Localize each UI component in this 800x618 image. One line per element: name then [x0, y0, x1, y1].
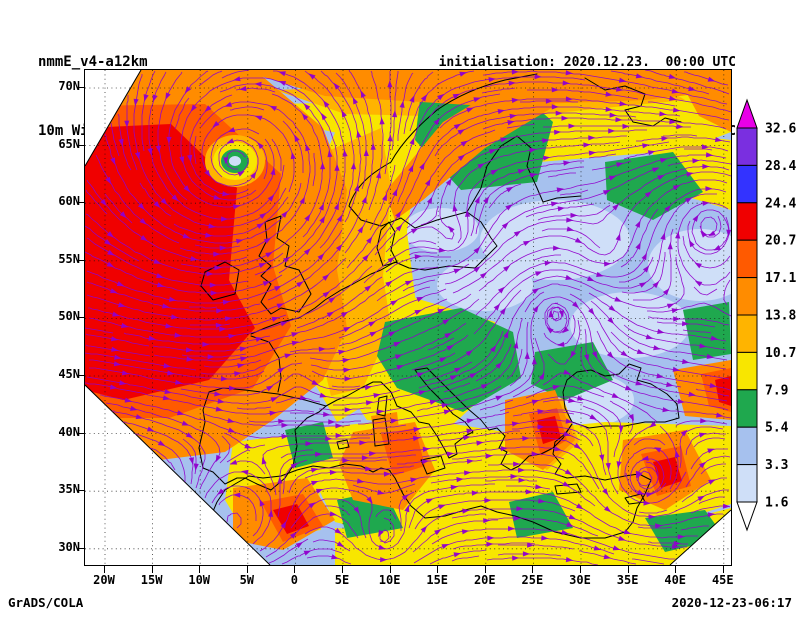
lat-label-40N: 40N: [58, 424, 80, 439]
colorbar-segment: [736, 314, 758, 353]
lon-label-15E: 15E: [426, 573, 449, 587]
lat-label-70N: 70N: [58, 79, 80, 93]
lat-tick: [77, 202, 84, 204]
lon-label-10E: 10E: [378, 573, 401, 587]
lon-label-0: 0: [290, 573, 298, 587]
lat-label-30N: 30N: [58, 539, 80, 554]
wind-shading-layer: [85, 70, 731, 565]
colorbar-segment: [736, 239, 758, 279]
colorbar-label-5.4: 5.4: [765, 421, 789, 436]
colorbar-segment: [736, 351, 758, 391]
lon-tick: [437, 566, 439, 573]
lat-label-50N: 50N: [58, 309, 80, 324]
colorbar-label-20.7: 20.7: [765, 234, 796, 249]
map-frame: [84, 69, 732, 566]
colorbar-segment: [736, 127, 758, 166]
lon-tick: [104, 566, 105, 573]
lon-tick: [294, 566, 296, 573]
colorbar-legend: 32.6 28.4 24.4 20.7 17.1 13.8 10.7 7.9 5.4 3.3 1.6: [736, 98, 796, 532]
colorbar-label-1.6: 1.6: [765, 496, 789, 511]
colorbar-label-32.6: 32.6: [765, 122, 796, 137]
colorbar-segment: [736, 389, 758, 428]
colorbar-segment: [736, 202, 758, 241]
lon-tick: [532, 566, 534, 573]
model-title: nmmE_v4-a12km: [38, 54, 148, 70]
lat-label-35N: 35N: [58, 482, 80, 497]
lon-label-30E: 30E: [569, 573, 591, 587]
lon-tick: [199, 566, 201, 573]
colorbar-bottom-arrow: [736, 501, 758, 532]
streamlines-layer: [85, 70, 731, 565]
colorbar-label-3.3: 3.3: [765, 458, 788, 473]
lon-label-10W: 10W: [188, 573, 211, 587]
lat-tick: [77, 87, 84, 88]
lon-tick: [151, 566, 153, 573]
domain-boundary-layer: [85, 70, 731, 565]
colorbar-label-24.4: 24.4: [765, 196, 796, 211]
lat-tick: [77, 259, 84, 261]
grads-credit: GrADS/COLA: [8, 595, 84, 610]
lon-tick: [389, 566, 391, 573]
lat-tick: [77, 317, 84, 319]
lon-tick: [246, 566, 248, 573]
lon-label-5W: 5W: [239, 573, 255, 587]
colorbar-top-arrow: [736, 98, 758, 129]
creation-timestamp: 2020-12-23-06:17: [671, 595, 792, 610]
lat-label-55N: 55N: [58, 251, 80, 266]
colorbar-segment: [736, 164, 758, 204]
lat-tick: [77, 375, 84, 376]
colorbar-label-13.8: 13.8: [765, 309, 796, 324]
lon-tick: [675, 566, 677, 573]
lat-tick: [77, 490, 84, 492]
lat-tick: [77, 432, 84, 434]
lon-tick: [484, 566, 486, 573]
lat-label-65N: 65N: [58, 136, 80, 151]
colorbar-label-7.9: 7.9: [765, 383, 788, 398]
lon-label-25E: 25E: [521, 573, 544, 587]
colorbar-segment: [736, 277, 758, 316]
lat-tick: [77, 144, 84, 146]
lon-label-45E: 45E: [711, 573, 734, 587]
lat-label-60N: 60N: [58, 194, 80, 209]
lon-label-15W: 15W: [140, 573, 163, 587]
colorbar-label-10.7: 10.7: [765, 346, 796, 361]
lon-label-20E: 20E: [473, 573, 496, 587]
init-time-label: initialisation: 2020.12.23. 00:00 UTC: [438, 55, 736, 70]
colorbar-label-17.1: 17.1: [765, 271, 796, 286]
lon-label-35E: 35E: [616, 573, 639, 587]
lon-tick: [627, 566, 629, 573]
wind-map-canvas: [85, 70, 731, 565]
lon-tick: [722, 566, 724, 573]
colorbar-label-28.4: 28.4: [765, 159, 796, 174]
lat-label-45N: 45N: [58, 367, 80, 381]
lon-label-5E: 5E: [334, 573, 350, 587]
colorbar-segment: [736, 426, 758, 466]
lon-tick: [342, 566, 343, 573]
lon-label-20W: 20W: [93, 573, 115, 587]
colorbar-segment: [736, 464, 758, 503]
lon-tick: [580, 566, 581, 573]
lat-tick: [77, 547, 84, 549]
lon-label-40E: 40E: [664, 573, 687, 587]
